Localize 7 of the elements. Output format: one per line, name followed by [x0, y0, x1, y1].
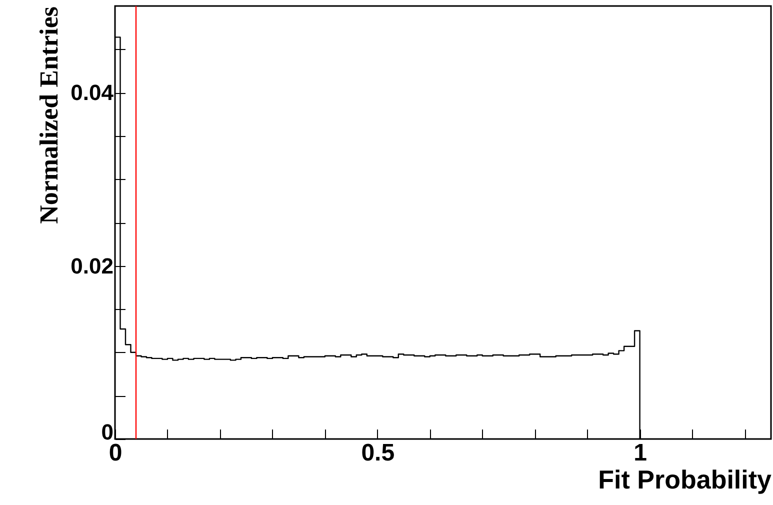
y-tick-label: 0.02 — [70, 253, 114, 278]
x-tick-label: 1 — [634, 440, 647, 466]
x-axis-title: Fit Probability — [598, 464, 772, 494]
y-axis-title: Normalized Entries — [34, 6, 64, 224]
x-tick-label: 0.5 — [361, 440, 395, 466]
y-tick-label: 0.04 — [70, 80, 114, 106]
y-tick-label: 0 — [101, 420, 114, 444]
